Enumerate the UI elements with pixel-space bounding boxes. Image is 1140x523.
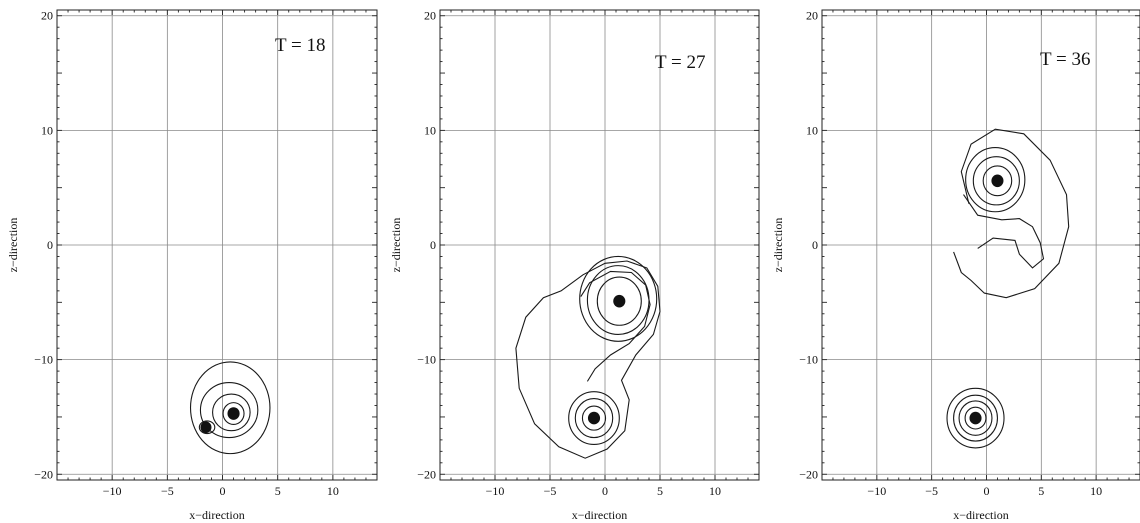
panel-3-xlabel: x−direction (953, 508, 1008, 522)
panel-1-time-label: T = 18 (275, 35, 325, 56)
contour-line (958, 400, 993, 436)
z-tick-label: −10 (799, 353, 818, 367)
panel-3-tick-labels: −10 −5 0 5 10 −20 −10 0 10 20 (799, 9, 1102, 498)
contour-line (596, 276, 642, 326)
panel-2-xlabel: x−direction (572, 508, 627, 522)
x-tick-label: −5 (544, 484, 557, 498)
z-tick-label: 0 (430, 238, 436, 252)
density-peak (969, 411, 982, 425)
z-tick-label: 20 (806, 9, 818, 23)
z-tick-label: 0 (47, 238, 53, 252)
contour-line (199, 382, 259, 439)
z-tick-label: 10 (806, 123, 818, 137)
panel-1-tick-labels: −10 −5 0 5 10 −20 −10 0 10 20 (34, 9, 339, 498)
x-tick-label: −5 (925, 484, 938, 498)
panel-1-contours (189, 361, 271, 455)
contour-line (982, 165, 1013, 197)
density-peak (587, 411, 601, 425)
panel-1-grid (57, 10, 377, 480)
contour-line (953, 394, 998, 442)
contour-line (581, 405, 607, 431)
x-tick-label: 0 (983, 484, 989, 498)
density-peak (991, 174, 1004, 188)
density-peak (227, 407, 240, 420)
panel-2-grid (440, 10, 759, 480)
panel-2-blobs (587, 294, 626, 425)
density-peak (613, 294, 626, 308)
contour-line (222, 402, 245, 425)
x-tick-label: −5 (161, 484, 174, 498)
density-peak (200, 421, 212, 433)
panel-2-tick-labels: −10 −5 0 5 10 −20 −10 0 10 20 (417, 9, 721, 498)
panel-1-blobs (200, 407, 240, 433)
contour-line (579, 255, 658, 342)
x-tick-label: −10 (486, 484, 505, 498)
x-tick-label: 10 (327, 484, 339, 498)
panel-3-time-label: T = 36 (1040, 49, 1090, 70)
contour-line (964, 406, 987, 430)
z-tick-label: −20 (417, 467, 436, 481)
z-tick-label: 10 (424, 123, 436, 137)
panel-2-ylabel: z−direction (389, 218, 403, 273)
panel-3-ylabel: z−direction (771, 218, 785, 273)
x-tick-label: −10 (867, 484, 886, 498)
panel-2-contours (515, 255, 661, 459)
z-tick-label: −10 (417, 353, 436, 367)
z-tick-label: 20 (424, 9, 436, 23)
contour-envelope (963, 194, 1045, 269)
z-tick-label: 10 (41, 123, 53, 137)
panel-3-grid (822, 10, 1140, 480)
z-tick-label: 0 (812, 238, 818, 252)
x-tick-label: 10 (709, 484, 721, 498)
panel-2-ticks (439, 10, 760, 480)
x-tick-label: −10 (103, 484, 122, 498)
panel-1-ylabel: z−direction (6, 218, 20, 273)
x-tick-label: 5 (1038, 484, 1044, 498)
z-tick-label: −20 (799, 467, 818, 481)
contour-line (189, 361, 271, 455)
z-tick-label: −10 (34, 353, 53, 367)
x-tick-label: 10 (1090, 484, 1102, 498)
x-tick-label: 5 (657, 484, 663, 498)
panel-2-time-label: T = 27 (655, 52, 705, 73)
contour-line (212, 393, 251, 432)
contour-line (568, 391, 620, 446)
x-tick-label: 5 (275, 484, 281, 498)
z-tick-label: −20 (34, 467, 53, 481)
z-tick-label: 20 (41, 9, 53, 23)
contour-line (946, 387, 1005, 449)
panel-3-contours (946, 128, 1070, 449)
panel-3-blobs (969, 174, 1004, 425)
x-tick-label: 0 (220, 484, 226, 498)
contour-envelope (580, 270, 651, 382)
panel-1-ticks (56, 10, 378, 480)
contour-envelope (515, 260, 661, 459)
contour-line (574, 398, 614, 439)
x-tick-label: 0 (602, 484, 608, 498)
contour-envelope (953, 128, 1070, 299)
contour-line (198, 420, 216, 435)
contour-line (972, 156, 1020, 206)
panel-1-xlabel: x−direction (189, 508, 244, 522)
contour-line (965, 147, 1026, 213)
